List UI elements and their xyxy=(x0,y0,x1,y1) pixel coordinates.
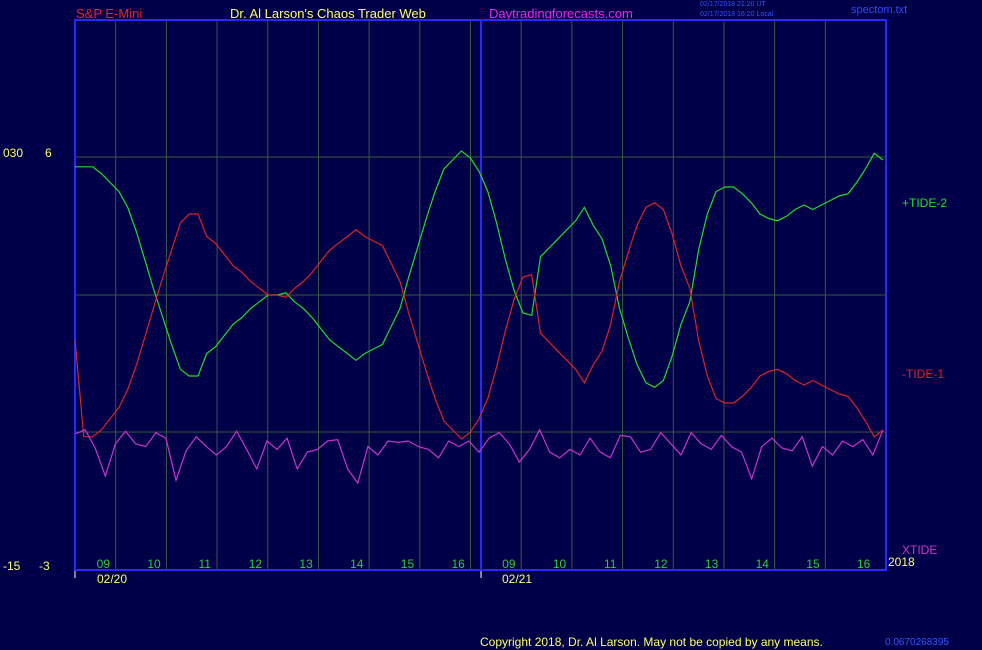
hour-label: 11 xyxy=(198,557,211,571)
timestamp-local: 02/17/2018 16:20 Local xyxy=(700,11,774,18)
site-title[interactable]: Daytradingforecasts.com xyxy=(489,6,633,21)
y-label-top-inner: 6 xyxy=(45,146,52,160)
series-line-tide1 xyxy=(74,202,884,440)
y-label-bottom-outer: -15 xyxy=(3,559,21,573)
legend-xtide: XTIDE xyxy=(902,543,938,557)
date-label-1: 02/20 xyxy=(97,572,128,586)
hour-label: 16 xyxy=(857,557,871,571)
series-line-xtide xyxy=(74,428,884,485)
date-label-2: 02/21 xyxy=(502,572,533,586)
file-name: spectom.txt xyxy=(851,4,908,16)
hour-label: 09 xyxy=(97,557,111,571)
hour-label: 15 xyxy=(806,557,820,571)
hour-label: 16 xyxy=(451,557,465,571)
hour-label: 11 xyxy=(604,557,617,571)
hour-label: 12 xyxy=(249,557,263,571)
hour-label: 09 xyxy=(502,557,516,571)
hour-label: 14 xyxy=(350,557,364,571)
series-line-tide2 xyxy=(75,150,884,389)
hour-label: 13 xyxy=(299,557,313,571)
y-label-bottom-inner: -3 xyxy=(39,559,50,573)
legend-tide1: -TIDE-1 xyxy=(902,367,944,381)
symbol-title: S&P E-Mini xyxy=(76,6,143,21)
timestamp-ut: 02/17/2018 21:20 UT xyxy=(700,1,766,8)
hour-label: 14 xyxy=(756,557,770,571)
legend-tide2: +TIDE-2 xyxy=(902,196,948,210)
year-label: 2018 xyxy=(888,555,915,569)
hour-label: 12 xyxy=(654,557,668,571)
hour-label: 15 xyxy=(401,557,415,571)
copyright: Copyright 2018, Dr. Al Larson. May not b… xyxy=(480,635,823,649)
hour-label: 13 xyxy=(705,557,719,571)
y-label-top-outer: 030 xyxy=(3,146,24,160)
hour-label: 10 xyxy=(553,557,567,571)
footer-code: 0.0670268395 xyxy=(885,637,949,648)
author-title: Dr. Al Larson's Chaos Trader Web xyxy=(230,6,426,21)
hour-label: 10 xyxy=(147,557,161,571)
